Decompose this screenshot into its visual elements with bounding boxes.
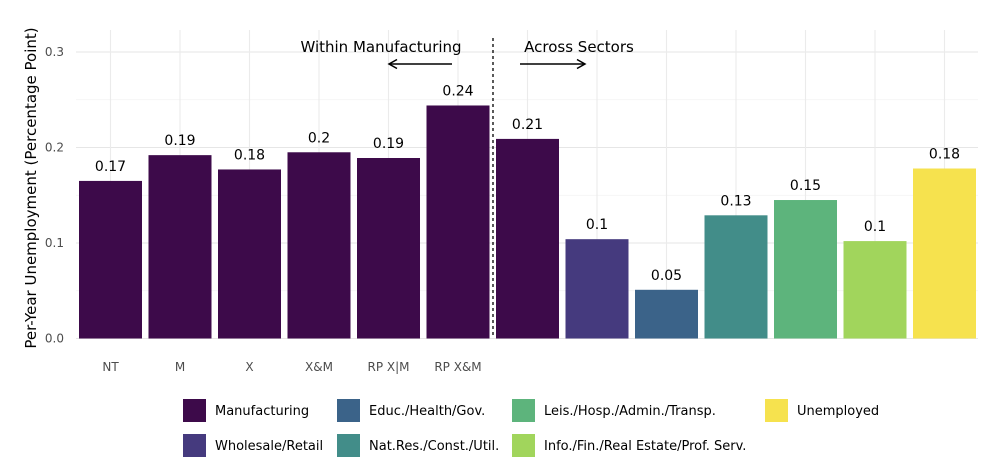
bar: [426, 105, 490, 339]
arrow-right-icon: [520, 58, 587, 70]
x-tick-label: M: [175, 360, 185, 374]
legend-swatch: [183, 434, 206, 457]
legend-swatch: [337, 434, 360, 457]
bar: [496, 138, 559, 339]
legend-swatch: [512, 399, 535, 422]
bar: [635, 289, 698, 339]
bar: [287, 152, 351, 339]
bar: [218, 169, 281, 339]
legend-label: Leis./Hosp./Admin./Transp.: [544, 404, 716, 419]
y-tick-label: 0.0: [45, 332, 64, 346]
y-axis-ticks: 0.0 0.1 0.2 0.3: [45, 45, 64, 346]
bar: [79, 180, 142, 339]
x-tick-label: X: [245, 360, 253, 374]
data-label: 0.1: [586, 217, 608, 233]
legend-label: Nat.Res./Const./Util.: [369, 439, 499, 454]
bars: [79, 105, 976, 339]
x-tick-label: RP X&M: [434, 360, 481, 374]
data-label: 0.15: [790, 178, 821, 194]
legend-label: Wholesale/Retail: [215, 439, 323, 454]
annotations: Within Manufacturing Across Sectors: [300, 38, 634, 338]
legend-label: Info./Fin./Real Estate/Prof. Serv.: [544, 439, 746, 454]
x-axis-ticks: NT M X X&M RP X|M RP X&M: [102, 360, 481, 374]
bar: [704, 215, 768, 339]
legend-swatch: [183, 399, 206, 422]
bar: [843, 241, 907, 339]
x-tick-label: NT: [102, 360, 119, 374]
y-axis-title: Per-Year Unemployment (Percentage Point): [22, 27, 40, 348]
data-label: 0.13: [720, 193, 751, 209]
bar: [148, 155, 212, 339]
legend-swatch: [337, 399, 360, 422]
data-label: 0.17: [95, 159, 126, 175]
data-label: 0.21: [512, 117, 543, 133]
bar: [565, 239, 629, 339]
data-label: 0.1: [864, 219, 886, 235]
data-label: 0.19: [164, 133, 195, 149]
bar: [774, 200, 837, 339]
legend-swatch: [512, 434, 535, 457]
data-label: 0.05: [651, 268, 682, 284]
y-tick-label: 0.2: [45, 141, 64, 155]
legend-label: Unemployed: [797, 404, 879, 419]
legend: Manufacturing Wholesale/Retail Educ./Healt…: [183, 399, 879, 457]
data-label: 0.2: [308, 130, 330, 146]
x-tick-label: RP X|M: [367, 360, 409, 374]
x-tick-label: X&M: [305, 360, 333, 374]
arrow-left-icon: [387, 58, 452, 70]
data-label: 0.24: [442, 83, 473, 99]
legend-label: Manufacturing: [215, 404, 309, 419]
data-labels: 0.17 0.19 0.18 0.2 0.19 0.24 0.21 0.1 0.05 0.13 0.…: [95, 83, 960, 283]
data-label: 0.19: [373, 136, 404, 152]
legend-swatch: [765, 399, 788, 422]
data-label: 0.18: [929, 147, 960, 163]
annotation-within: Within Manufacturing: [300, 38, 461, 56]
y-tick-label: 0.1: [45, 236, 64, 250]
bar: [357, 158, 420, 339]
data-label: 0.18: [234, 147, 265, 163]
legend-label: Educ./Health/Gov.: [369, 404, 485, 419]
y-tick-label: 0.3: [45, 45, 64, 59]
bar: [913, 168, 976, 339]
annotation-across: Across Sectors: [524, 38, 634, 56]
